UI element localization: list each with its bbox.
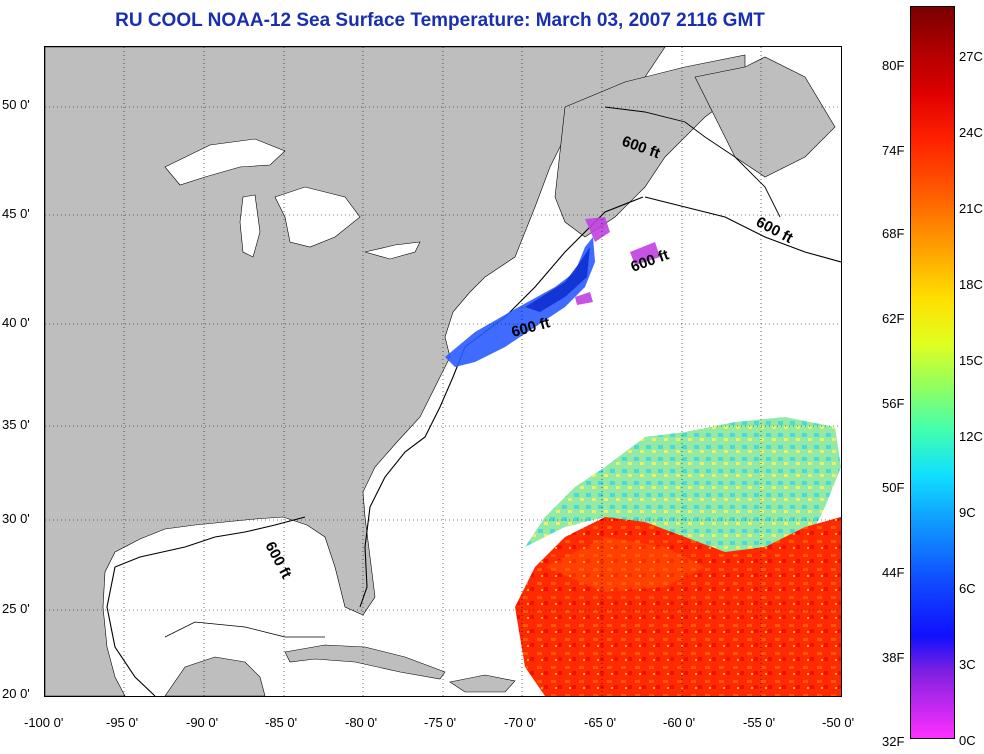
great-lakes [164,138,421,260]
sst-cool-patches [525,417,841,567]
land-nova-scotia [554,54,746,238]
celsius-label: 3C [959,657,976,672]
sst-map-canvas: 600 ft 600 ft 600 ft 600 ft 600 ft [45,47,841,696]
fahrenheit-label: 68F [882,226,905,241]
lon-tick-label: -100 0' [24,715,64,730]
sst-warm-glow [545,537,705,592]
lon-tick-label: -70 0' [504,715,537,730]
lat-tick-label: 25 0' [2,601,30,616]
celsius-label: 21C [959,201,983,216]
isobath-east-coast [359,196,644,608]
contour-label: 600 ft [753,214,796,247]
sst-gulf-of-maine-purple [575,217,660,305]
isobath-grand-banks [604,106,781,218]
isobath-gulf [106,516,306,696]
fahrenheit-label: 62F [882,311,905,326]
fahrenheit-label: 32F [882,734,905,749]
sst-shelf-deep-blue [525,247,590,312]
celsius-label: 6C [959,581,976,596]
isobath-gulf-inner [164,621,325,638]
celsius-label: 15C [959,353,983,368]
sst-map[interactable]: 600 ft 600 ft 600 ft 600 ft 600 ft [44,46,842,697]
isobath-scotian [644,196,841,263]
lon-tick-label: -85 0' [265,715,298,730]
fahrenheit-label: 50F [882,480,905,495]
fahrenheit-label: 44F [882,565,905,580]
celsius-label: 12C [959,429,983,444]
lon-tick-label: -50 0' [822,715,855,730]
temperature-colorbar [910,6,955,739]
sst-warm-water [515,517,841,696]
lat-tick-label: 40 0' [2,315,30,330]
lon-tick-label: -55 0' [743,715,776,730]
lat-tick-label: 35 0' [2,417,30,432]
lon-tick-label: -80 0' [345,715,378,730]
lat-tick-label: 45 0' [2,206,30,221]
fahrenheit-label: 38F [882,650,905,665]
graticule [45,47,841,696]
contour-label: 600 ft [261,539,294,582]
lon-tick-label: -65 0' [584,715,617,730]
land-yucatan [164,656,266,696]
lat-tick-label: 20 0' [2,686,30,701]
celsius-label: 0C [959,733,976,748]
lon-tick-label: -60 0' [663,715,696,730]
lat-tick-label: 50 0' [2,97,30,112]
map-title: RU COOL NOAA-12 Sea Surface Temperature:… [115,10,765,31]
land-north-america [45,47,666,696]
lon-tick-label: -90 0' [186,715,219,730]
land-newfoundland [694,56,836,178]
celsius-label: 9C [959,505,976,520]
lon-tick-label: -95 0' [106,715,139,730]
celsius-label: 24C [959,125,983,140]
fahrenheit-label: 74F [882,143,905,158]
land-cuba [284,644,446,680]
celsius-label: 18C [959,277,983,292]
lon-tick-label: -75 0' [424,715,457,730]
land-hispaniola [449,674,516,693]
fahrenheit-label: 56F [882,396,905,411]
lat-tick-label: 30 0' [2,511,30,526]
celsius-label: 27C [959,49,983,64]
fahrenheit-label: 80F [882,58,905,73]
sst-shelf-cold [445,237,595,367]
